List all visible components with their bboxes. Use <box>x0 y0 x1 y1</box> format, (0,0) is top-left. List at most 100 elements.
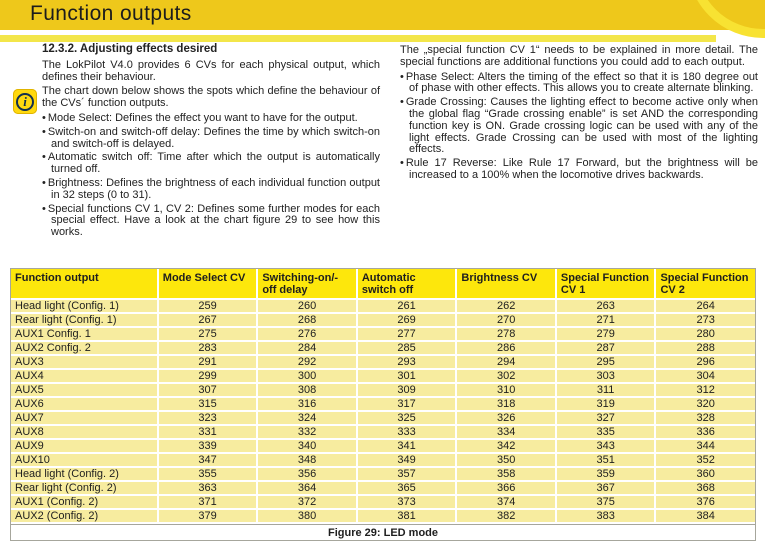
cv-value-cell: 312 <box>655 383 755 398</box>
cv-value-cell: 288 <box>655 341 755 356</box>
table-row: Head light (Config. 1) 259 260 261 262 263 264 <box>11 299 755 314</box>
cv-value-cell: 317 <box>356 397 458 412</box>
bullet-item: Automatic switch off: Time after which t… <box>42 152 380 176</box>
function-output-cell: Rear light (Config. 1) <box>11 313 159 328</box>
cv-value-cell: 304 <box>655 369 755 384</box>
cv-value-cell: 283 <box>157 341 259 356</box>
cv-value-cell: 334 <box>456 425 557 440</box>
function-output-cell: AUX8 <box>11 425 159 440</box>
table-header-row: Function output Mode Select CV Switching… <box>11 269 755 300</box>
cv-value-cell: 271 <box>555 313 657 328</box>
cv-value-cell: 277 <box>356 327 458 342</box>
bullet-item: Brightness: Defines the brightness of ea… <box>42 177 380 202</box>
info-icon: i <box>13 89 37 114</box>
cv-value-cell: 280 <box>655 327 755 342</box>
cv-value-cell: 286 <box>456 341 557 356</box>
cv-value-cell: 268 <box>257 313 358 328</box>
cv-value-cell: 336 <box>655 425 755 440</box>
cv-value-cell: 326 <box>456 411 557 426</box>
cv-value-cell: 292 <box>257 355 358 370</box>
cv-value-cell: 384 <box>655 509 755 524</box>
accent-stripe <box>0 35 716 42</box>
cv-value-cell: 296 <box>655 355 755 370</box>
column-header: Brightness CV <box>456 269 557 300</box>
cv-value-cell: 348 <box>257 453 358 468</box>
cv-value-cell: 351 <box>555 453 657 468</box>
page-header: Function outputs <box>0 0 765 43</box>
cv-value-cell: 356 <box>257 467 358 482</box>
function-output-cell: AUX5 <box>11 383 159 398</box>
paragraph: The LokPilot V4.0 provides 6 CVs for eac… <box>42 58 380 83</box>
table-row: AUX1 Config. 1 275 276 277 278 279 280 <box>11 327 755 342</box>
cv-value-cell: 267 <box>157 313 259 328</box>
column-header: Special Function CV 1 <box>555 269 657 300</box>
cv-value-cell: 367 <box>555 481 657 496</box>
table-row: Rear light (Config. 1) 267 268 269 270 271 273 <box>11 313 755 328</box>
cv-value-cell: 350 <box>456 453 557 468</box>
bullet-item: Mode Select: Defines the effect you want… <box>42 112 380 125</box>
cv-value-cell: 335 <box>555 425 657 440</box>
cv-value-cell: 358 <box>456 467 557 482</box>
table-row: AUX4 299 300 301 302 303 304 <box>11 369 755 384</box>
cv-value-cell: 328 <box>655 411 755 426</box>
cv-value-cell: 339 <box>157 439 259 454</box>
cv-value-cell: 331 <box>157 425 259 440</box>
bullet-item: Grade Crossing: Causes the lighting effe… <box>400 96 758 156</box>
cv-value-cell: 349 <box>356 453 458 468</box>
right-bullet-list: Phase Select: Alters the timing of the e… <box>400 71 758 182</box>
bullet-item: Rule 17 Reverse: Like Rule 17 Forward, b… <box>400 157 758 182</box>
cv-value-cell: 373 <box>356 495 458 510</box>
cv-value-cell: 383 <box>555 509 657 524</box>
cv-table: Function output Mode Select CV Switching… <box>11 269 755 524</box>
table-row: AUX10 347 348 349 350 351 352 <box>11 453 755 468</box>
cv-value-cell: 363 <box>157 481 259 496</box>
cv-value-cell: 320 <box>655 397 755 412</box>
function-output-cell: AUX10 <box>11 453 159 468</box>
column-header: Automatic switch off <box>356 269 458 300</box>
cv-table-container: Function output Mode Select CV Switching… <box>10 268 756 541</box>
table-row: AUX8 331 332 333 334 335 336 <box>11 425 755 440</box>
cv-value-cell: 307 <box>157 383 259 398</box>
cv-value-cell: 341 <box>356 439 458 454</box>
cv-value-cell: 259 <box>157 299 259 314</box>
left-column: 12.3.2. Adjusting effects desired The Lo… <box>42 43 380 241</box>
function-output-cell: AUX7 <box>11 411 159 426</box>
cv-table-body: Head light (Config. 1) 259 260 261 262 263 264… <box>11 299 755 524</box>
cv-value-cell: 357 <box>356 467 458 482</box>
cv-value-cell: 310 <box>456 383 557 398</box>
cv-value-cell: 372 <box>257 495 358 510</box>
table-row: AUX2 Config. 2 283 284 285 286 287 288 <box>11 341 755 356</box>
cv-value-cell: 284 <box>257 341 358 356</box>
cv-value-cell: 325 <box>356 411 458 426</box>
header-bar <box>0 0 765 30</box>
body-columns: 12.3.2. Adjusting effects desired The Lo… <box>42 43 758 241</box>
figure-caption: Figure 29: LED mode <box>11 524 755 540</box>
cv-value-cell: 302 <box>456 369 557 384</box>
column-header: Function output <box>11 269 159 300</box>
cv-value-cell: 260 <box>257 299 358 314</box>
cv-value-cell: 374 <box>456 495 557 510</box>
cv-value-cell: 303 <box>555 369 657 384</box>
cv-value-cell: 300 <box>257 369 358 384</box>
cv-value-cell: 327 <box>555 411 657 426</box>
table-row: AUX3 291 292 293 294 295 296 <box>11 355 755 370</box>
cv-value-cell: 371 <box>157 495 259 510</box>
cv-value-cell: 366 <box>456 481 557 496</box>
function-output-cell: AUX9 <box>11 439 159 454</box>
cv-value-cell: 324 <box>257 411 358 426</box>
cv-value-cell: 285 <box>356 341 458 356</box>
cv-value-cell: 359 <box>555 467 657 482</box>
cv-value-cell: 279 <box>555 327 657 342</box>
cv-value-cell: 365 <box>356 481 458 496</box>
function-output-cell: AUX1 (Config. 2) <box>11 495 159 510</box>
cv-value-cell: 299 <box>157 369 259 384</box>
cv-value-cell: 261 <box>356 299 458 314</box>
cv-value-cell: 319 <box>555 397 657 412</box>
function-output-cell: Head light (Config. 1) <box>11 299 159 314</box>
cv-value-cell: 360 <box>655 467 755 482</box>
cv-value-cell: 276 <box>257 327 358 342</box>
function-output-cell: AUX2 Config. 2 <box>11 341 159 356</box>
page-title: Function outputs <box>30 2 192 25</box>
cv-value-cell: 343 <box>555 439 657 454</box>
cv-value-cell: 333 <box>356 425 458 440</box>
